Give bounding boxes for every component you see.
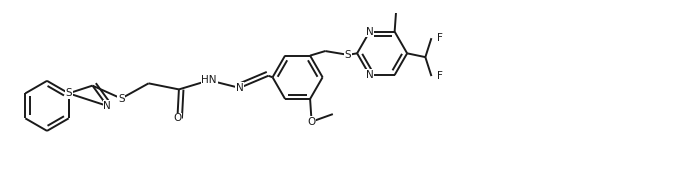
Text: O: O <box>173 113 181 123</box>
Text: N: N <box>366 70 373 80</box>
Text: HN: HN <box>201 75 217 85</box>
Text: F: F <box>437 71 443 81</box>
Text: S: S <box>66 88 72 98</box>
Text: F: F <box>437 33 443 43</box>
Text: N: N <box>236 83 244 93</box>
Text: N: N <box>366 27 373 37</box>
Text: S: S <box>345 50 351 60</box>
Text: N: N <box>104 101 111 111</box>
Text: O: O <box>308 117 316 127</box>
Text: S: S <box>118 94 125 103</box>
